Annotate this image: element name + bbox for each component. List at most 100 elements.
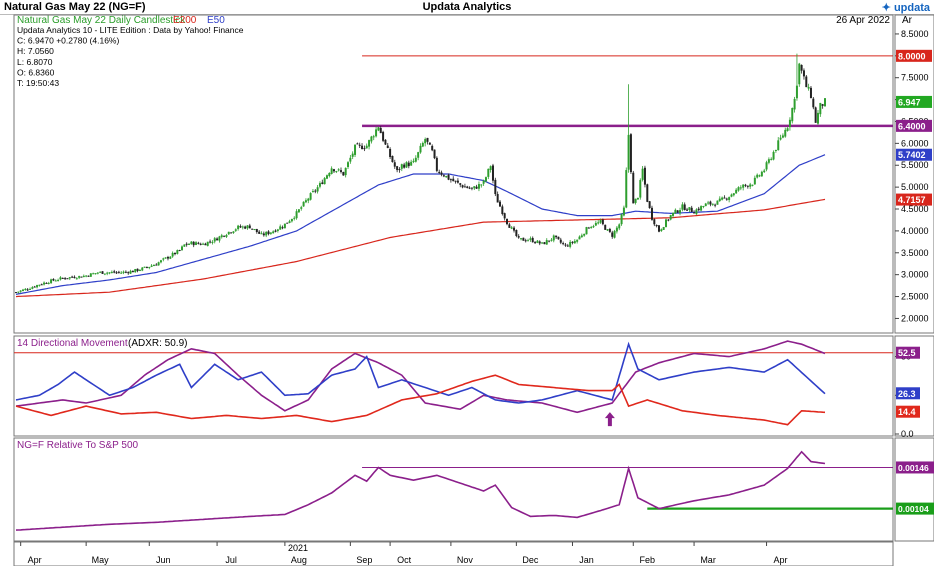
candle-body: [417, 152, 419, 158]
candle-body: [562, 243, 564, 244]
candle-body: [452, 179, 454, 181]
candle-body: [752, 185, 754, 186]
candle-body: [415, 158, 417, 162]
candle-body: [36, 285, 38, 287]
x-axis-month: Nov: [457, 555, 474, 565]
candle-body: [123, 272, 125, 273]
candle-body: [499, 202, 501, 207]
candle-body: [623, 208, 625, 216]
candle-body: [253, 229, 255, 230]
price-last-label: 6.947: [898, 97, 921, 107]
candle-body: [87, 276, 89, 277]
candle-body: [305, 200, 307, 202]
candle-body: [574, 241, 576, 243]
candle-body: [478, 184, 480, 189]
candle-body: [497, 194, 499, 202]
candle-body: [543, 242, 545, 244]
candle-body: [20, 291, 22, 292]
candle-body: [747, 186, 749, 187]
candle-body: [127, 272, 129, 273]
x-axis-month: Sep: [356, 555, 372, 565]
candle-body: [338, 169, 340, 170]
candle-body: [116, 272, 118, 273]
candle-body: [700, 206, 702, 210]
candle-body: [635, 199, 637, 203]
candle-body: [66, 278, 68, 279]
candle-body: [24, 289, 26, 290]
candle-body: [172, 253, 174, 257]
candle-body: [522, 238, 524, 241]
candle-body: [506, 219, 508, 224]
candle-body: [609, 229, 611, 232]
candle-body: [298, 209, 300, 212]
candle-body: [525, 240, 527, 241]
candle-body: [405, 162, 407, 167]
candle-body: [759, 175, 761, 176]
candle-body: [691, 208, 693, 212]
candle-body: [17, 292, 19, 293]
candle-body: [618, 224, 620, 228]
candle-body: [611, 232, 613, 236]
candle-body: [434, 150, 436, 158]
candle-body: [693, 212, 695, 213]
x-axis-month: Feb: [640, 555, 656, 565]
candle-body: [340, 170, 342, 172]
candle-body: [670, 215, 672, 219]
price-hline-label: 6.4000: [898, 121, 926, 131]
candle-body: [162, 258, 164, 259]
candle-body: [15, 292, 17, 293]
candle-body: [148, 267, 150, 268]
price-last-label: 4.7157: [898, 195, 926, 205]
candle-body: [99, 272, 101, 273]
candle-body: [181, 246, 183, 250]
candle-body: [354, 145, 356, 155]
candle-body: [291, 219, 293, 221]
candle-body: [590, 227, 592, 228]
price-axis-label: 6.0000: [901, 138, 929, 148]
candle-body: [719, 199, 721, 201]
candle-body: [263, 233, 265, 235]
candle-body: [553, 236, 555, 241]
candle-body: [216, 239, 218, 241]
candle-body: [120, 273, 122, 274]
candle-body: [261, 233, 263, 234]
candle-body: [223, 236, 225, 237]
candle-body: [197, 243, 199, 244]
price-axis-label: 4.0000: [901, 226, 929, 236]
candle-body: [352, 154, 354, 157]
candle-body: [307, 199, 309, 201]
candle-body: [50, 279, 52, 283]
candle-body: [193, 242, 195, 245]
candle-body: [581, 235, 583, 237]
candle-body: [794, 99, 796, 110]
candle-body: [817, 113, 819, 124]
candle-body: [209, 242, 211, 243]
candle-body: [812, 99, 814, 108]
candle-body: [656, 225, 658, 226]
candle-body: [548, 241, 550, 242]
candle-body: [796, 86, 798, 99]
candle-body: [604, 225, 606, 230]
candle-body: [674, 210, 676, 214]
candle-body: [92, 273, 94, 274]
candle-body: [730, 195, 732, 197]
candle-body: [57, 280, 59, 281]
candle-body: [665, 219, 667, 226]
candle-body: [483, 181, 485, 184]
candle-body: [742, 185, 744, 188]
candle-body: [342, 172, 344, 176]
candle-body: [684, 204, 686, 210]
candle-body: [331, 168, 333, 174]
candle-body: [230, 232, 232, 233]
candle-body: [356, 143, 358, 144]
candle-body: [221, 235, 223, 237]
candle-body: [815, 107, 817, 122]
candle-body: [518, 236, 520, 237]
candle-body: [539, 241, 541, 243]
price-hline-label: 8.0000: [898, 51, 926, 61]
candle-body: [359, 145, 361, 146]
candle-body: [445, 176, 447, 177]
candle-body: [78, 276, 80, 278]
candle-body: [394, 162, 396, 166]
